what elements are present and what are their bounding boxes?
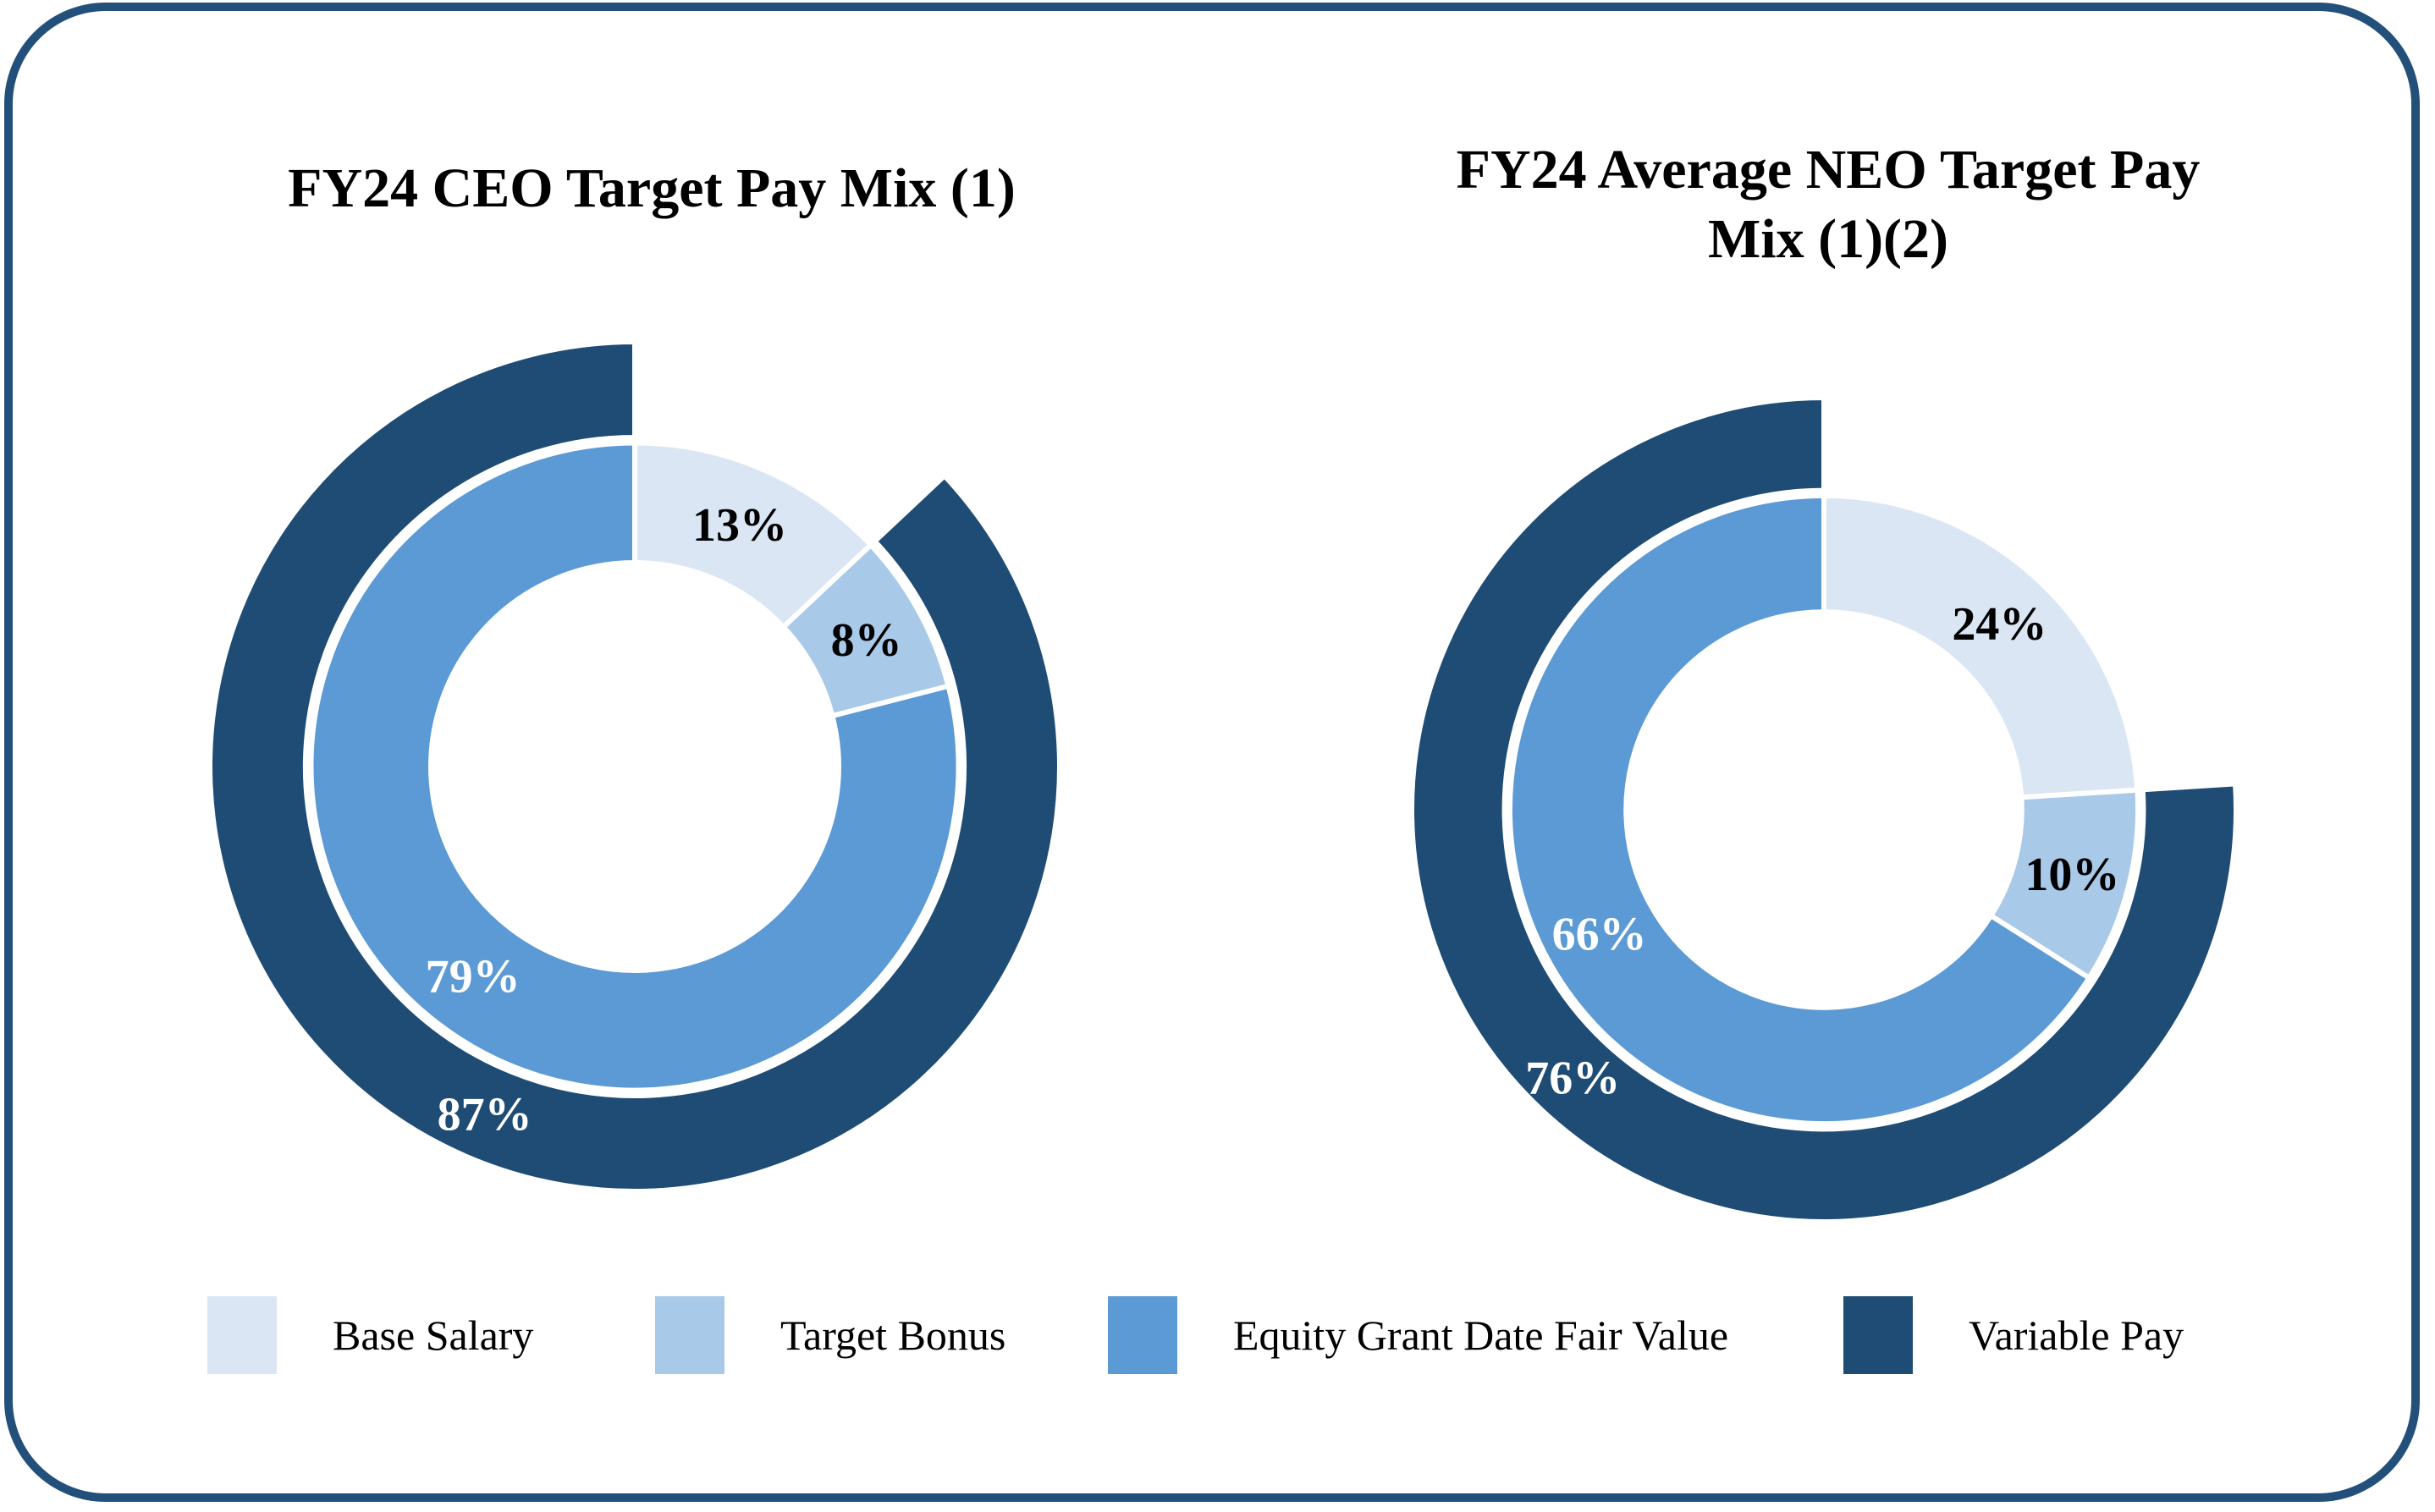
outer-ring-segment-variable-pay xyxy=(207,338,1062,1194)
legend-item-equity: Equity Grant Date Fair Value xyxy=(1108,1296,1728,1374)
neo-chart-title-line-2: Mix (1)(2) xyxy=(1707,208,1949,270)
legend-swatch-target-bonus xyxy=(655,1296,724,1374)
chart-legend: Base Salary Target Bonus Equity Grant Da… xyxy=(0,1296,2435,1374)
donut-segment-base-salary xyxy=(1821,492,2140,800)
legend-swatch-variable-pay xyxy=(1843,1296,1913,1374)
legend-label-base-salary: Base Salary xyxy=(333,1311,534,1359)
data-label-variable-pay: 76% xyxy=(1525,1053,1620,1105)
neo-donut-chart: 24% 10% 66% 76% xyxy=(1409,394,2239,1224)
ceo-chart-title: FY24 CEO Target Pay Mix (1) xyxy=(144,154,1160,223)
outer-ring-segment-variable-pay xyxy=(1409,394,2239,1224)
data-label-target-bonus: 8% xyxy=(831,614,902,667)
legend-label-equity: Equity Grant Date Fair Value xyxy=(1233,1311,1729,1359)
data-label-equity-grant-date-fair-value: 79% xyxy=(426,950,521,1003)
legend-label-target-bonus: Target Bonus xyxy=(780,1311,1006,1359)
data-label-base-salary: 24% xyxy=(1952,598,2047,651)
legend-item-base-salary: Base Salary xyxy=(207,1296,533,1374)
ceo-donut-chart: 13% 8% 79% 87% xyxy=(207,338,1062,1194)
legend-swatch-base-salary xyxy=(207,1296,277,1374)
neo-chart-title: FY24 Average NEO Target Pay Mix (1)(2) xyxy=(1320,135,2336,274)
donut-segment-equity-grant-date-fair-value xyxy=(1507,492,2093,1127)
neo-chart-title-line-1: FY24 Average NEO Target Pay xyxy=(1456,139,2201,201)
data-label-equity-grant-date-fair-value: 66% xyxy=(1552,909,1647,961)
data-label-base-salary: 13% xyxy=(692,499,787,552)
ceo-chart-title-line: FY24 CEO Target Pay Mix (1) xyxy=(288,157,1016,219)
data-label-target-bonus: 10% xyxy=(2025,849,2119,901)
legend-item-variable-pay: Variable Pay xyxy=(1843,1296,2184,1374)
rounded-border-frame xyxy=(4,3,2420,1502)
data-label-variable-pay: 87% xyxy=(438,1089,532,1141)
legend-label-variable-pay: Variable Pay xyxy=(1969,1311,2184,1359)
legend-item-target-bonus: Target Bonus xyxy=(655,1296,1005,1374)
legend-swatch-equity xyxy=(1108,1296,1177,1374)
donut-segment-equity-grant-date-fair-value xyxy=(308,440,961,1093)
